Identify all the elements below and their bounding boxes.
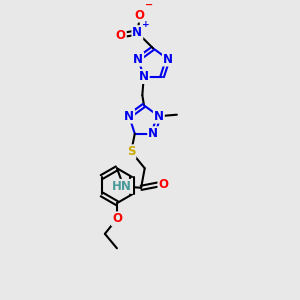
Text: N: N: [132, 26, 142, 39]
Text: N: N: [139, 70, 149, 83]
Text: O: O: [158, 178, 168, 191]
Text: O: O: [116, 28, 126, 41]
Text: N: N: [163, 52, 173, 66]
Text: N: N: [148, 127, 158, 140]
Text: N: N: [133, 52, 143, 66]
Text: HN: HN: [112, 180, 132, 193]
Text: −: −: [145, 0, 153, 10]
Text: N: N: [154, 110, 164, 123]
Text: S: S: [127, 145, 135, 158]
Text: +: +: [142, 20, 149, 29]
Text: O: O: [112, 212, 122, 225]
Text: N: N: [124, 110, 134, 123]
Text: O: O: [135, 9, 145, 22]
